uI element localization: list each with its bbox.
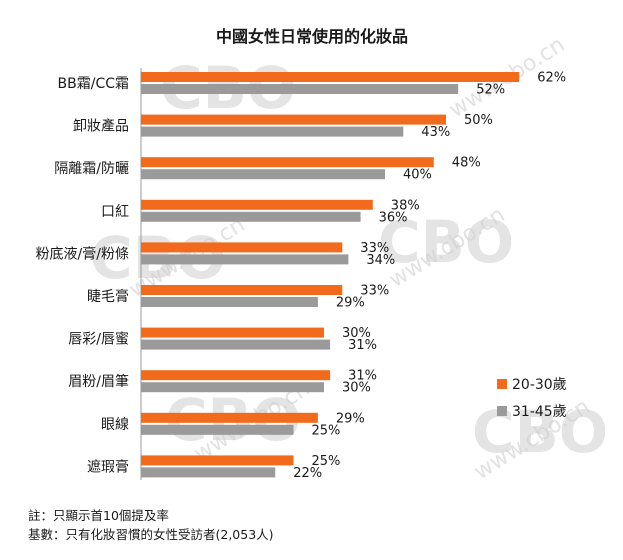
bar-31-45-4 [141, 211, 361, 222]
category-label: 口紅 [101, 204, 129, 220]
category-label: 遮瑕膏 [87, 458, 129, 475]
data-label-20-30-6: 33% [360, 284, 389, 299]
legend: 20-30歲 31-45歲 [497, 377, 567, 420]
data-label-31-45-9: 25% [312, 423, 341, 438]
bar-chart: CBOwww.cbo.cnCBOwww.cbo.cnCBOwww.cbo.cnC… [36, 27, 609, 485]
data-label-31-45-7: 31% [348, 338, 377, 353]
bar-20-30-5 [141, 242, 343, 253]
data-label-31-45-2: 43% [421, 125, 450, 140]
bar-31-45-1 [141, 84, 459, 94]
bar-20-30-2 [141, 114, 446, 125]
footnote-base: 基數：只有化妝習慣的女性受訪者(2,053人) [28, 527, 274, 542]
category-label: 隔離霜/防曬 [54, 160, 129, 177]
bar-20-30-9 [141, 412, 318, 423]
data-label-20-30-9: 29% [336, 411, 365, 426]
bar-20-30-8 [141, 370, 331, 381]
data-label-31-45-5: 34% [366, 253, 395, 268]
category-labels: BB霜/CC霜卸妝產品隔離霜/防曬口紅粉底液/膏/粉條睫毛膏唇彩/唇蜜眉粉/眉筆… [36, 76, 129, 475]
data-label-20-30-2: 50% [464, 113, 493, 128]
data-label-20-30-10: 25% [312, 454, 341, 469]
legend-label-31-45: 31-45歲 [512, 404, 567, 420]
data-label-20-30-1: 62% [537, 71, 566, 86]
bar-31-45-8 [141, 382, 324, 393]
legend-swatch-20-30 [497, 379, 507, 389]
category-label: BB霜/CC霜 [58, 76, 129, 92]
bar-20-30-10 [141, 455, 294, 466]
data-label-31-45-4: 36% [379, 210, 408, 225]
bar-31-45-5 [141, 254, 349, 265]
bar-31-45-10 [141, 467, 276, 478]
data-label-31-45-1: 52% [476, 83, 505, 98]
category-label: 唇彩/唇蜜 [68, 332, 129, 348]
category-label: 睫毛膏 [87, 288, 129, 305]
category-label: 卸妝產品 [73, 118, 129, 135]
bars-group [141, 72, 520, 478]
footnotes: 註：只顯示首10個提及率 基數：只有化妝習慣的女性受訪者(2,053人) [28, 506, 274, 544]
bar-20-30-7 [141, 327, 324, 338]
bar-20-30-1 [141, 72, 520, 82]
bar-31-45-9 [141, 424, 294, 435]
chart-title: 中國女性日常使用的化妝品 [216, 27, 408, 46]
data-label-20-30-5: 33% [360, 241, 389, 256]
bar-31-45-7 [141, 339, 331, 350]
bar-20-30-3 [141, 157, 434, 168]
category-label: 眼線 [101, 417, 129, 433]
data-label-31-45-6: 29% [336, 296, 365, 311]
data-label-20-30-4: 38% [391, 198, 420, 213]
bar-31-45-6 [141, 297, 318, 307]
watermark-logo-5: CBO [472, 398, 608, 466]
category-label: 粉底液/膏/粉條 [36, 245, 129, 262]
data-label-20-30-7: 30% [342, 326, 371, 341]
bar-20-30-6 [141, 285, 343, 295]
bar-20-30-4 [141, 199, 373, 210]
value-labels: 62%52%50%43%48%40%38%36%33%34%33%29%30%3… [293, 71, 566, 481]
data-label-31-45-8: 30% [342, 381, 371, 396]
bar-31-45-3 [141, 169, 385, 180]
data-label-20-30-8: 31% [348, 369, 377, 384]
data-label-31-45-3: 40% [403, 168, 432, 183]
footnote-note: 註：只顯示首10個提及率 [28, 508, 169, 523]
data-label-31-45-10: 22% [293, 466, 322, 481]
watermark-logo-2: CBO [378, 208, 514, 276]
bar-31-45-2 [141, 126, 404, 137]
category-label: 眉粉/眉筆 [68, 374, 129, 390]
legend-label-20-30: 20-30歲 [512, 377, 567, 393]
legend-swatch-31-45 [497, 406, 507, 416]
data-label-20-30-3: 48% [452, 156, 481, 171]
